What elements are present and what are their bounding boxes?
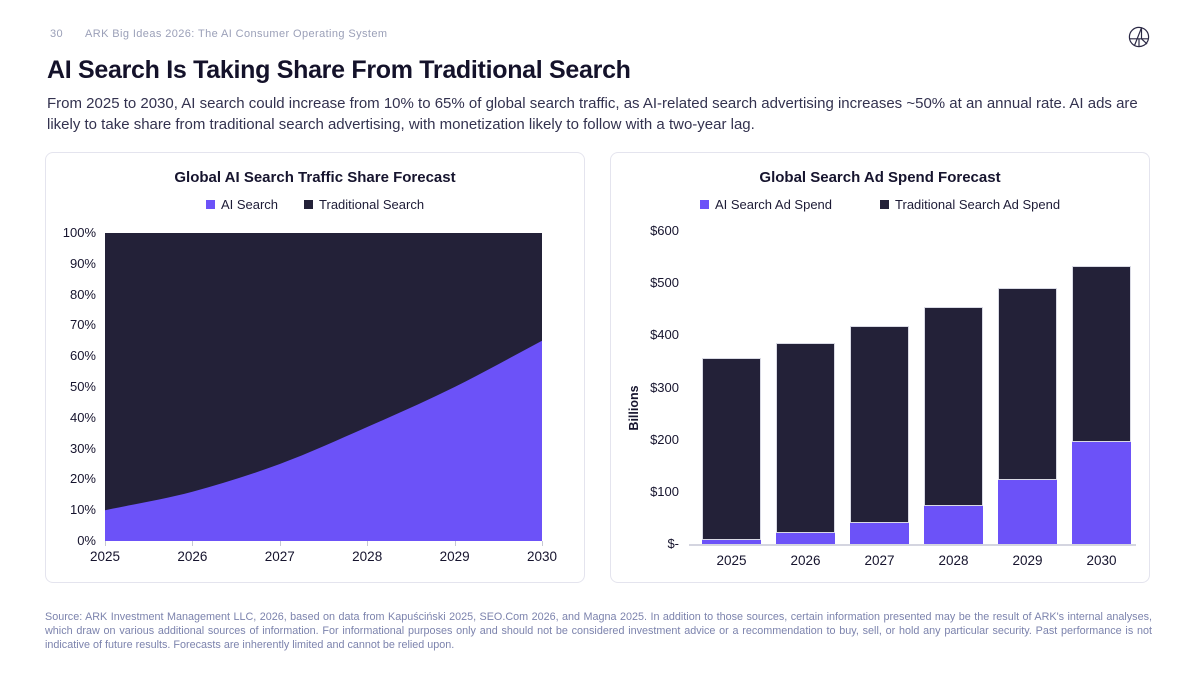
x-axis-ad-spend: 2025 2026 2027 2028 2029 2030 (702, 553, 1131, 568)
x-tick-mark (542, 541, 543, 546)
x-axis-line (689, 544, 1136, 546)
bar-segment-traditional (702, 357, 761, 541)
y-tick-label: 70% (69, 317, 96, 333)
deck-title: ARK Big Ideas 2026: The AI Consumer Oper… (85, 28, 388, 40)
bar-segment-traditional (998, 287, 1057, 480)
x-tick-mark (105, 541, 106, 546)
bar-segment-ai (1072, 441, 1131, 544)
bar-segment-ai (776, 533, 835, 544)
x-tick-label: 2026 (790, 553, 821, 568)
x-tick-label: 2030 (526, 549, 558, 564)
bar-segment-traditional (1072, 266, 1131, 442)
y-tick-label: 50% (69, 379, 96, 394)
x-tick-label: 2029 (1012, 553, 1043, 568)
y-tick-label: 80% (69, 286, 96, 302)
bar-segment-ai (702, 540, 761, 544)
x-tick-mark (192, 541, 194, 546)
legend-label: AI Search Ad Spend (714, 197, 833, 212)
x-tick-label: 2025 (89, 549, 121, 564)
y-tick-label: 90% (69, 255, 96, 271)
x-tick-label: 2027 (864, 553, 895, 568)
bar-segment-ai (998, 479, 1057, 544)
bar-2025 (702, 357, 761, 544)
bar-2030 (1072, 266, 1131, 544)
x-tick-mark (367, 541, 369, 546)
chart-title-ad-spend: Global Search Ad Spend Forecast (759, 169, 1001, 186)
bar-2027 (850, 325, 909, 544)
legend-label: Traditional Search (319, 197, 425, 212)
ad-spend-chart-card: Global Search Ad Spend Forecast AI Searc… (610, 152, 1150, 583)
page-title: AI Search Is Taking Share From Tradition… (47, 56, 631, 84)
ark-logo-icon (1128, 26, 1150, 48)
y-tick-label: $- (667, 536, 679, 551)
y-tick-label: $300 (650, 379, 679, 395)
y-tick-label: 30% (69, 440, 96, 456)
bar-segment-traditional (924, 306, 983, 507)
legend-swatch-icon (880, 200, 890, 209)
ai-search-area (105, 340, 542, 541)
y-tick-label: $600 (650, 223, 679, 238)
y-tick-label: 20% (69, 471, 96, 487)
page-number: 30 (50, 28, 64, 40)
x-tick-label: 2028 (938, 553, 969, 568)
legend-label: Traditional Search Ad Spend (895, 197, 1061, 212)
legend-item: Traditional Search (304, 197, 424, 212)
legend-item: AI Search Ad Spend (699, 197, 833, 212)
legend-item: Traditional Search Ad Spend (880, 197, 1060, 212)
stacked-bars-ad-spend (702, 231, 1131, 544)
x-tick-label: 2030 (1086, 553, 1117, 568)
y-tick-label: $200 (650, 431, 679, 447)
y-tick-label: 40% (69, 409, 96, 425)
y-tick-label: $100 (650, 483, 679, 499)
traffic-share-chart-card: Global AI Search Traffic Share Forecast … (45, 152, 585, 583)
y-tick-label: $500 (650, 275, 679, 291)
x-tick-label: 2028 (352, 549, 383, 564)
area-chart-traffic-share (105, 233, 542, 541)
x-tick-mark (279, 541, 281, 546)
bar-segment-ai (924, 506, 983, 544)
legend-label: AI Search (220, 197, 279, 212)
bar-2026 (776, 342, 835, 544)
legend-swatch-icon (205, 200, 215, 209)
legend-traffic-share: AI Search Traditional Search (46, 197, 584, 212)
y-tick-label: 0% (77, 533, 96, 548)
y-tick-label: 100% (62, 225, 96, 240)
page-subtitle: From 2025 to 2030, AI search could incre… (47, 95, 1138, 133)
source-disclaimer: Source: ARK Investment Management LLC, 2… (45, 611, 1152, 651)
legend-swatch-icon (699, 200, 709, 209)
legend-item: AI Search (205, 197, 279, 212)
x-tick-label: 2026 (177, 549, 208, 564)
y-tick-label: $400 (650, 327, 679, 343)
legend-ad-spend: AI Search Ad Spend Traditional Search Ad … (611, 197, 1149, 212)
x-tick-mark (454, 541, 456, 546)
y-tick-label: 60% (69, 348, 96, 364)
bar-segment-traditional (776, 342, 835, 533)
x-tick-label: 2025 (716, 553, 747, 568)
bar-2029 (998, 287, 1057, 544)
y-tick-label: 10% (69, 502, 96, 518)
bar-2028 (924, 306, 983, 544)
bar-segment-ai (850, 522, 909, 544)
bar-segment-traditional (850, 325, 909, 523)
x-tick-label: 2027 (264, 549, 295, 564)
chart-title-traffic-share: Global AI Search Traffic Share Forecast (174, 169, 456, 186)
legend-swatch-icon (304, 200, 314, 209)
x-tick-label: 2029 (439, 549, 470, 564)
